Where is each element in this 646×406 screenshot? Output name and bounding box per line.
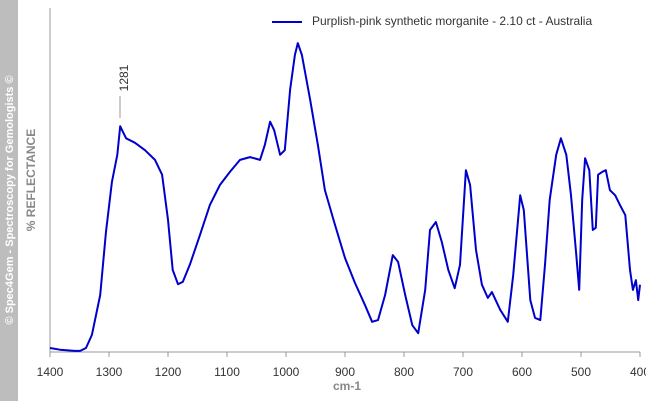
spectrum-line xyxy=(49,42,641,352)
x-tick-label: 900 xyxy=(335,365,355,379)
legend-label: Purplish-pink synthetic morganite - 2.10… xyxy=(312,14,592,28)
x-tick-label: 1300 xyxy=(96,365,123,379)
x-tick-label: 1200 xyxy=(155,365,182,379)
x-tick-label: 700 xyxy=(453,365,473,379)
x-tick-label: 1000 xyxy=(273,365,300,379)
watermark-band xyxy=(0,0,18,401)
y-axis-label: % REFLECTANCE xyxy=(24,129,38,231)
watermark: © Spec4Gem - Spectroscopy for Gemologist… xyxy=(4,75,16,324)
x-tick-label: 600 xyxy=(512,365,532,379)
x-tick-label: 400 xyxy=(630,365,646,379)
x-tick-label: 1400 xyxy=(37,365,64,379)
x-axis-label: cm-1 xyxy=(333,379,361,393)
x-tick-label: 800 xyxy=(394,365,414,379)
annotation: 1281 xyxy=(117,64,131,91)
x-tick-label: 500 xyxy=(571,365,591,379)
x-tick-label: 1100 xyxy=(214,365,240,379)
